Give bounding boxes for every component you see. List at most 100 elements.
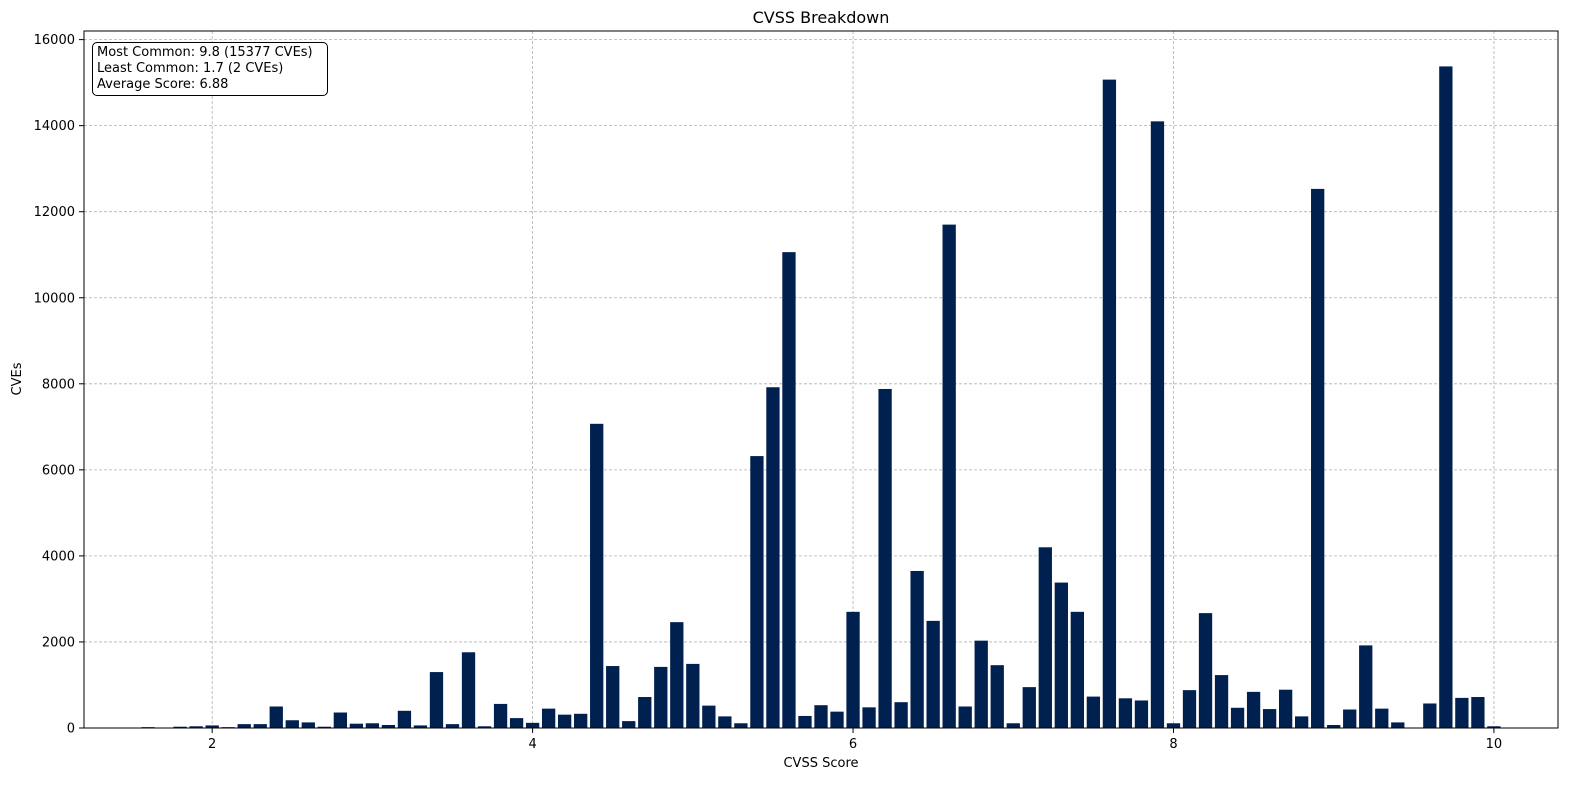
y-tick-label: 12000	[34, 205, 75, 220]
y-tick-label: 4000	[42, 549, 75, 564]
histogram-bar	[622, 721, 636, 728]
histogram-bar	[205, 725, 219, 728]
histogram-bar	[1246, 691, 1261, 728]
histogram-bar	[253, 724, 267, 728]
histogram-bar	[846, 611, 860, 728]
grid-lines	[84, 31, 1558, 729]
histogram-bar	[1439, 66, 1453, 729]
histogram-bar	[1423, 703, 1437, 728]
histogram-bar	[974, 640, 988, 728]
histogram-bar	[1070, 611, 1084, 728]
histogram-bar	[381, 724, 396, 728]
histogram-bar	[798, 715, 812, 728]
histogram-bar	[750, 456, 764, 728]
x-tick-label: 4	[528, 737, 536, 752]
axis-ticks: 2 4 6 8 10 0 2000 4000 6000 8000 10000 12000 14000 16…	[34, 33, 1503, 752]
histogram-bar	[894, 702, 908, 728]
histogram-bar	[958, 706, 972, 728]
histogram-bar	[1230, 707, 1245, 728]
y-tick-label: 14000	[34, 119, 75, 134]
histogram-bar	[686, 663, 700, 728]
histogram-bar	[397, 710, 412, 728]
histogram-bar	[429, 672, 444, 728]
histogram-bar	[910, 570, 924, 728]
histogram-bar	[1118, 698, 1133, 728]
histogram-bar	[1150, 121, 1165, 728]
histogram-bar	[1262, 709, 1277, 728]
histogram-bar	[333, 712, 347, 728]
average-score-text: Average Score: 6.88	[97, 77, 229, 92]
least-common-text: Least Common: 1.7 (2 CVEs)	[97, 61, 284, 76]
x-tick-label: 6	[849, 737, 857, 752]
histogram-bar	[1295, 716, 1309, 728]
histogram-bar	[1471, 697, 1485, 728]
histogram-bar	[1182, 690, 1197, 728]
histogram-bar	[461, 652, 476, 728]
histogram-bar	[814, 705, 828, 728]
chart-title: CVSS Breakdown	[753, 8, 890, 27]
histogram-bar	[926, 620, 940, 728]
histogram-bar	[782, 252, 796, 728]
histogram-bar	[606, 666, 620, 728]
histogram-bar	[1487, 726, 1501, 728]
histogram-bar	[269, 706, 283, 728]
histogram-bar	[1102, 79, 1117, 728]
histogram-bar	[558, 714, 572, 728]
histogram-bar	[1198, 613, 1213, 728]
histogram-bar	[237, 724, 251, 728]
histogram-bar	[1278, 689, 1293, 728]
x-tick-label: 8	[1169, 737, 1177, 752]
x-tick-label: 2	[208, 737, 216, 752]
histogram-bar	[1214, 675, 1229, 728]
histogram-bar	[1455, 697, 1469, 728]
y-tick-label: 10000	[34, 291, 75, 306]
histogram-bar	[990, 665, 1004, 728]
histogram-bar	[1311, 188, 1325, 728]
histogram-bar	[766, 387, 780, 728]
x-tick-label: 10	[1486, 737, 1503, 752]
y-tick-label: 6000	[42, 463, 75, 478]
y-tick-label: 8000	[42, 377, 75, 392]
histogram-bar	[509, 718, 524, 728]
histogram-bar	[942, 224, 956, 728]
stats-annotation-box: Most Common: 9.8 (15377 CVEs) Least Comm…	[92, 42, 328, 96]
histogram-bar	[477, 726, 492, 728]
histogram-bar	[1134, 700, 1149, 728]
bars	[141, 66, 1501, 729]
histogram-bar	[189, 726, 203, 728]
histogram-bar	[862, 707, 876, 728]
histogram-bar	[654, 666, 668, 728]
histogram-bar	[413, 725, 428, 728]
histogram-bar	[173, 726, 187, 728]
histogram-bar	[1359, 645, 1373, 728]
histogram-bar	[718, 716, 732, 728]
y-tick-label: 2000	[42, 635, 75, 650]
histogram-bar	[830, 711, 844, 728]
histogram-bar	[445, 724, 460, 728]
x-axis-label: CVSS Score	[783, 756, 858, 771]
plot-frame	[83, 30, 1559, 729]
histogram-bar	[1327, 724, 1341, 728]
histogram-bar	[1006, 723, 1020, 728]
histogram-bar	[1166, 723, 1181, 728]
histogram-bar	[574, 713, 588, 728]
histogram-bar	[317, 726, 331, 728]
y-axis-label: CVEs	[10, 362, 25, 395]
histogram-bar	[1022, 687, 1036, 728]
histogram-bar	[541, 708, 556, 728]
histogram-bar	[670, 622, 684, 728]
histogram-bar	[525, 722, 540, 728]
histogram-bar	[1391, 722, 1405, 728]
histogram-bar	[1054, 582, 1068, 728]
histogram-bar	[1086, 696, 1101, 728]
histogram-bar	[301, 722, 315, 728]
histogram-bar	[1038, 547, 1052, 728]
histogram-bar	[638, 697, 652, 728]
most-common-text: Most Common: 9.8 (15377 CVEs)	[97, 45, 313, 60]
histogram-bar	[734, 723, 748, 728]
histogram-bar	[285, 720, 299, 728]
histogram-bar	[878, 388, 892, 728]
histogram-bar	[1343, 709, 1357, 728]
y-tick-label: 0	[67, 722, 75, 737]
